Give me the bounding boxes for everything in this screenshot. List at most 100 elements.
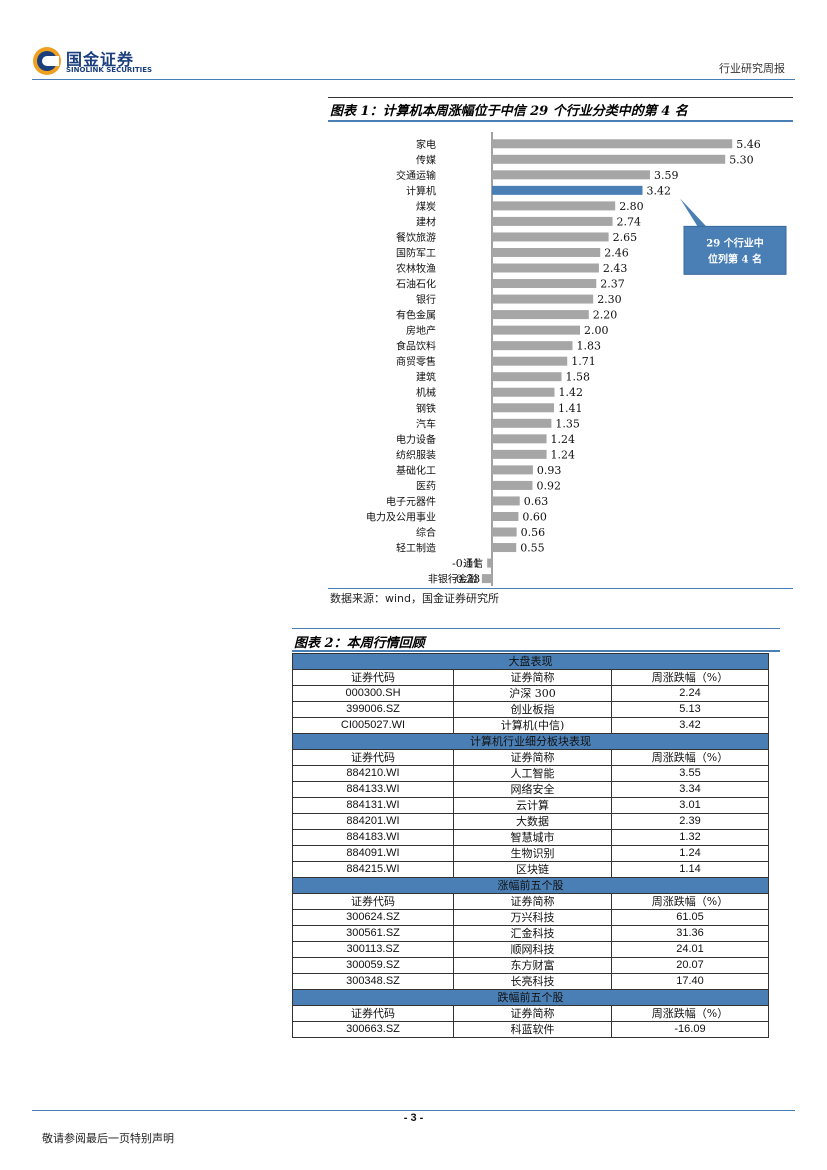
chart-bar	[492, 341, 573, 351]
security-name: 区块链	[453, 861, 612, 878]
security-code: 300348.SZ	[292, 973, 454, 990]
table-row: 300348.SZ 长亮科技 17.40	[292, 973, 769, 990]
chart-bar	[492, 247, 601, 257]
footer-divider	[32, 1110, 795, 1111]
chart-value-label: 1.42	[558, 386, 583, 399]
security-code: 000300.SH	[292, 685, 454, 702]
weekly-change: 61.05	[611, 909, 769, 926]
weekly-change: 3.55	[611, 765, 769, 782]
weekly-change: 31.36	[611, 925, 769, 942]
chart-category-label: 石油石化	[396, 278, 436, 291]
chart-bar	[492, 201, 616, 211]
chart-value-label: 2.43	[603, 262, 628, 275]
security-name: 汇金科技	[453, 925, 612, 942]
column-header: 证券简称	[453, 1005, 612, 1022]
weekly-change: 24.01	[611, 941, 769, 958]
chart-bar	[492, 511, 519, 521]
chart-value-label: 5.46	[736, 138, 761, 151]
chart-value-label: 2.30	[597, 293, 622, 306]
section-header-row: 计算机行业细分板块表现	[292, 733, 769, 750]
header-divider	[32, 79, 795, 80]
chart-category-label: 交通运输	[396, 169, 436, 182]
report-type: 行业研究周报	[719, 62, 785, 75]
table-row: CI005027.WI 计算机(中信) 3.42	[292, 717, 769, 734]
section-header-row: 大盘表现	[292, 653, 769, 670]
chart-bar	[492, 387, 555, 397]
column-header-row: 证券代码 证券简称 周涨跌幅（%）	[292, 749, 769, 766]
chart-bar	[492, 543, 517, 553]
figure2-title-rule	[292, 650, 780, 652]
column-header-row: 证券代码 证券简称 周涨跌幅（%）	[292, 1005, 769, 1022]
table-row: 300561.SZ 汇金科技 31.36	[292, 925, 769, 942]
chart-value-label: 1.71	[571, 355, 596, 368]
chart-value-label: 0.93	[537, 464, 562, 477]
security-code: 300561.SZ	[292, 925, 454, 942]
security-name: 长亮科技	[453, 973, 612, 990]
chart-value-label: 0.63	[524, 495, 549, 508]
security-name: 网络安全	[453, 781, 612, 798]
chart-value-label: 2.00	[584, 324, 609, 337]
weekly-change: 3.34	[611, 781, 769, 798]
column-header: 证券简称	[453, 669, 612, 686]
chart-value-label: 1.41	[558, 402, 583, 415]
weekly-change: 1.14	[611, 861, 769, 878]
chart-value-label: 1.58	[566, 371, 591, 384]
chart-bar	[492, 170, 650, 180]
chart-value-label: 2.46	[604, 246, 629, 259]
chart-bar	[492, 372, 562, 382]
chart-category-label: 轻工制造	[396, 542, 436, 555]
section-title: 涨幅前五个股	[292, 877, 769, 894]
chart-category-label: 煤炭	[416, 200, 436, 213]
weekly-change: 2.39	[611, 813, 769, 830]
security-code: 300624.SZ	[292, 909, 454, 926]
security-code: 884133.WI	[292, 781, 454, 798]
chart-category-label: 建筑	[416, 371, 436, 384]
table-row: 399006.SZ 创业板指 5.13	[292, 701, 769, 718]
callout-text: 位列第 4 名	[708, 252, 762, 265]
column-header: 周涨跌幅（%）	[611, 893, 769, 910]
logo-mark-icon	[33, 47, 61, 75]
chart-category-label: 电力设备	[396, 433, 436, 446]
weekly-change: 20.07	[611, 957, 769, 974]
chart-value-label: 1.24	[551, 433, 576, 446]
chart-bar	[481, 574, 492, 584]
security-code: 399006.SZ	[292, 701, 454, 718]
security-name: 创业板指	[453, 701, 612, 718]
figure1-title: 图表 1：计算机本周涨幅位于中信 29 个行业分类中的第 4 名	[330, 104, 688, 119]
table-row: 300624.SZ 万兴科技 61.05	[292, 909, 769, 926]
industry-return-chart: 家电 5.46 传媒 5.30 交通运输 3.59 计算机 3.42 煤炭 2.80 建材 2.74 餐…	[366, 132, 787, 586]
company-logo: 国金证券 SINOLINK SECURITIES	[32, 44, 162, 78]
security-name: 计算机(中信)	[453, 717, 612, 734]
security-code: 884201.WI	[292, 813, 454, 830]
section-title: 大盘表现	[292, 653, 769, 670]
chart-category-label: 计算机	[406, 184, 436, 197]
chart-value-label: 0.55	[520, 542, 545, 555]
chart-category-label: 建材	[416, 215, 436, 228]
weekly-change: -16.09	[611, 1021, 769, 1038]
disclaimer-note: 敬请参阅最后一页特别声明	[42, 1132, 174, 1145]
security-name: 东方财富	[453, 957, 612, 974]
security-code: 884210.WI	[292, 765, 454, 782]
chart-value-label: 2.37	[600, 278, 625, 291]
security-code: 300059.SZ	[292, 957, 454, 974]
chart-bar	[492, 496, 520, 506]
column-header: 周涨跌幅（%）	[611, 749, 769, 766]
security-name: 智慧城市	[453, 829, 612, 846]
column-header: 证券代码	[292, 669, 454, 686]
chart-category-label: 银行	[416, 293, 436, 306]
chart-value-label: 3.59	[654, 169, 679, 182]
chart-bar	[492, 418, 552, 428]
chart-bar	[492, 434, 547, 444]
chart-bar	[492, 356, 568, 366]
callout-pointer	[680, 198, 710, 231]
chart-category-label: 钢铁	[416, 402, 436, 415]
weekly-change: 1.24	[611, 845, 769, 862]
security-name: 大数据	[453, 813, 612, 830]
table-row: 884215.WI 区块链 1.14	[292, 861, 769, 878]
page-number: - 3 -	[403, 1112, 424, 1124]
table-row: 884210.WI 人工智能 3.55	[292, 765, 769, 782]
figure1-top-rule	[328, 97, 793, 98]
chart-category-label: 医药	[416, 480, 436, 492]
chart-category-label: 纺织服装	[396, 448, 436, 461]
table-row: 884091.WI 生物识别 1.24	[292, 845, 769, 862]
